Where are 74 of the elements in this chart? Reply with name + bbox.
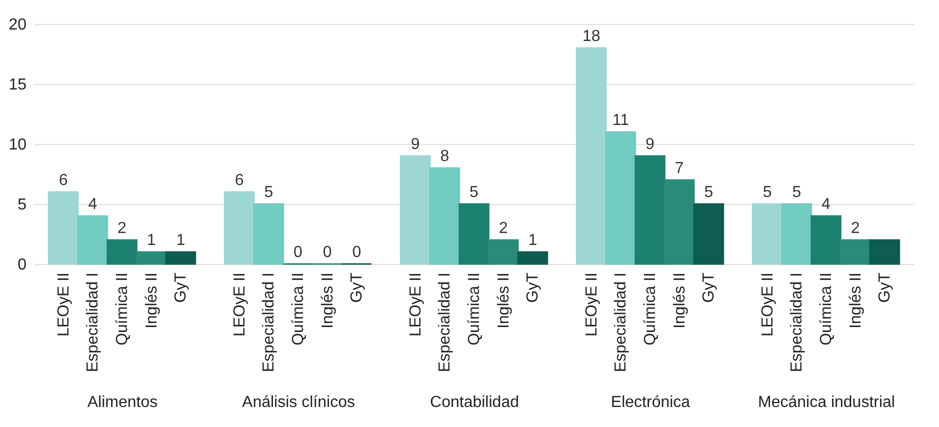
x-axis-title: Contabilidad bbox=[430, 394, 519, 412]
data-label: 5 bbox=[470, 184, 479, 201]
bar bbox=[693, 203, 724, 265]
y-tick-label: 0 bbox=[18, 256, 27, 274]
x-tick-label: Inglés II bbox=[143, 272, 160, 329]
data-label: 11 bbox=[612, 112, 630, 129]
bar bbox=[664, 179, 695, 265]
data-label: 0 bbox=[352, 244, 362, 261]
data-label: 8 bbox=[440, 148, 450, 165]
x-tick-label: Especialidad I bbox=[612, 272, 630, 372]
bar bbox=[517, 251, 548, 265]
data-label: 5 bbox=[792, 184, 802, 201]
bar bbox=[136, 251, 167, 265]
data-label: 18 bbox=[582, 28, 600, 45]
x-tick-label: Química II bbox=[642, 272, 659, 346]
x-tick-label: LEOyE II bbox=[407, 272, 424, 337]
x-tick-label: Especialidad I bbox=[260, 272, 278, 372]
data-label: 1 bbox=[146, 232, 156, 249]
x-axis-title: Análisis clínicos bbox=[242, 394, 355, 412]
bar bbox=[48, 191, 79, 265]
x-tick-label: GyT bbox=[700, 272, 718, 303]
x-tick-label: Química II bbox=[114, 272, 131, 346]
data-label: 0 bbox=[294, 244, 303, 261]
bar bbox=[634, 155, 666, 265]
x-tick-label: LEOyE II bbox=[759, 272, 776, 337]
x-tick-label: Especialidad I bbox=[788, 272, 806, 372]
bar bbox=[605, 131, 636, 265]
x-tick-label: Especialidad I bbox=[436, 272, 454, 372]
data-label: 4 bbox=[88, 196, 98, 213]
x-tick-label: Química II bbox=[290, 272, 307, 346]
data-label: 5 bbox=[762, 184, 772, 201]
x-axis-title: Alimentos bbox=[87, 394, 158, 412]
x-tick-label: GyT bbox=[172, 272, 190, 303]
data-label: 9 bbox=[646, 136, 655, 153]
data-label: 2 bbox=[118, 220, 127, 237]
data-label: 1 bbox=[528, 232, 538, 249]
x-tick-label: LEOyE II bbox=[583, 272, 600, 337]
data-label: 4 bbox=[822, 196, 831, 213]
y-tick-label: 5 bbox=[18, 196, 27, 214]
x-tick-label: GyT bbox=[348, 272, 366, 303]
data-label: 1 bbox=[176, 232, 186, 249]
bar bbox=[576, 47, 607, 265]
x-tick-label: Inglés II bbox=[847, 272, 864, 329]
x-tick-label: Inglés II bbox=[495, 272, 512, 329]
x-tick-label: Inglés II bbox=[319, 272, 336, 329]
data-label: 7 bbox=[674, 160, 684, 177]
x-tick-label: Química II bbox=[818, 272, 835, 346]
data-label: 5 bbox=[264, 184, 274, 201]
bar bbox=[165, 251, 196, 265]
data-label: 2 bbox=[498, 220, 508, 237]
y-tick-label: 15 bbox=[8, 76, 27, 94]
data-label: 0 bbox=[322, 244, 332, 261]
bar bbox=[488, 239, 519, 265]
data-label: 6 bbox=[58, 172, 68, 189]
data-label: 5 bbox=[704, 184, 714, 201]
x-tick-label: Inglés II bbox=[671, 272, 688, 329]
data-label: 2 bbox=[850, 220, 860, 237]
y-tick-label: 20 bbox=[8, 16, 27, 34]
bar bbox=[429, 167, 460, 265]
x-axis-title: Mecánica industrial bbox=[758, 394, 895, 412]
data-label: 6 bbox=[234, 172, 244, 189]
x-tick-label: Especialidad I bbox=[84, 272, 102, 372]
x-tick-label: GyT bbox=[876, 272, 894, 303]
data-label: 9 bbox=[410, 136, 420, 153]
bar bbox=[106, 239, 138, 265]
bar bbox=[77, 215, 108, 265]
x-tick-label: GyT bbox=[524, 272, 542, 303]
bar bbox=[458, 203, 490, 265]
y-tick-label: 10 bbox=[8, 136, 27, 154]
x-axis-title: Electrónica bbox=[610, 394, 690, 412]
x-tick-label: LEOyE II bbox=[231, 272, 248, 337]
bar bbox=[400, 155, 431, 265]
x-tick-label: Química II bbox=[466, 272, 483, 346]
x-tick-label: LEOyE II bbox=[55, 272, 72, 337]
